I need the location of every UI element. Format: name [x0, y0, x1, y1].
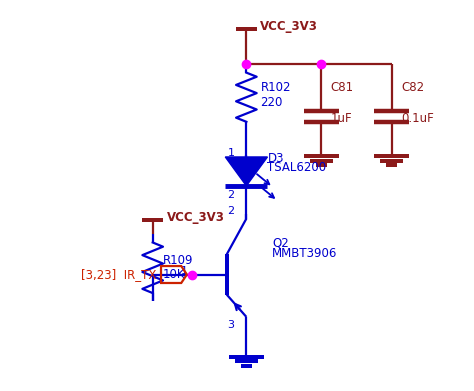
- Text: 3: 3: [228, 319, 235, 330]
- Text: D3: D3: [267, 152, 284, 165]
- Text: 1uF: 1uF: [331, 112, 352, 125]
- Text: 1: 1: [181, 265, 188, 276]
- Text: 220: 220: [260, 97, 283, 109]
- Text: R109: R109: [163, 253, 193, 267]
- Text: 2: 2: [228, 206, 235, 216]
- Text: R102: R102: [260, 81, 291, 94]
- Text: 0.1uF: 0.1uF: [401, 112, 434, 125]
- Text: VCC_3V3: VCC_3V3: [167, 211, 225, 224]
- Text: C82: C82: [401, 81, 424, 94]
- Text: 10K: 10K: [163, 268, 185, 281]
- Text: C81: C81: [331, 81, 354, 94]
- Text: Q2: Q2: [272, 236, 289, 249]
- Text: 1: 1: [228, 148, 235, 158]
- Text: VCC_3V3: VCC_3V3: [260, 20, 319, 33]
- Text: MMBT3906: MMBT3906: [272, 247, 337, 260]
- Text: TSAL6200: TSAL6200: [267, 161, 327, 174]
- Text: [3,23]  IR_TX: [3,23] IR_TX: [81, 268, 156, 281]
- Polygon shape: [225, 157, 267, 186]
- Text: 2: 2: [228, 190, 235, 201]
